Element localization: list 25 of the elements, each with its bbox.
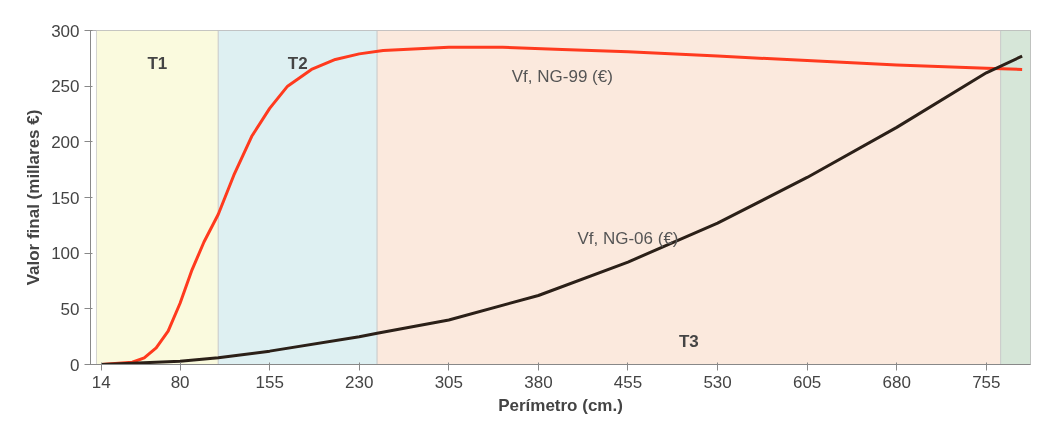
- x-tick-label: 755: [972, 372, 1001, 392]
- band-label: T2: [287, 54, 308, 74]
- y-tick-label: 50: [60, 299, 80, 319]
- y-tick-label: 100: [51, 244, 80, 264]
- x-tick-label: 80: [170, 372, 190, 392]
- x-tick-label: 305: [434, 372, 464, 392]
- x-tick-label: 230: [345, 372, 374, 392]
- x-tick-label: 680: [882, 372, 911, 392]
- y-tick-label: 300: [51, 21, 80, 41]
- x-tick-label: 155: [255, 372, 284, 392]
- series-label: Vf, NG-06 (€): [577, 229, 679, 249]
- x-tick-label: 530: [703, 372, 732, 392]
- x-tick-label: 14: [91, 372, 111, 392]
- y-axis-title: Valor final (millares €): [24, 109, 44, 286]
- band-label: T1: [147, 54, 168, 74]
- y-tick-label: 250: [51, 77, 80, 97]
- y-tick-label: 200: [51, 132, 80, 152]
- x-axis-title: Perímetro (cm.): [498, 395, 623, 415]
- y-tick-label: 150: [51, 188, 80, 208]
- series-label: Vf, NG-99 (€): [511, 66, 613, 86]
- x-tick-label: 455: [613, 372, 643, 392]
- band-label: T3: [678, 331, 699, 351]
- y-tick-label: 0: [70, 355, 80, 375]
- x-tick-label: 605: [792, 372, 822, 392]
- x-tick-label: 380: [524, 372, 553, 392]
